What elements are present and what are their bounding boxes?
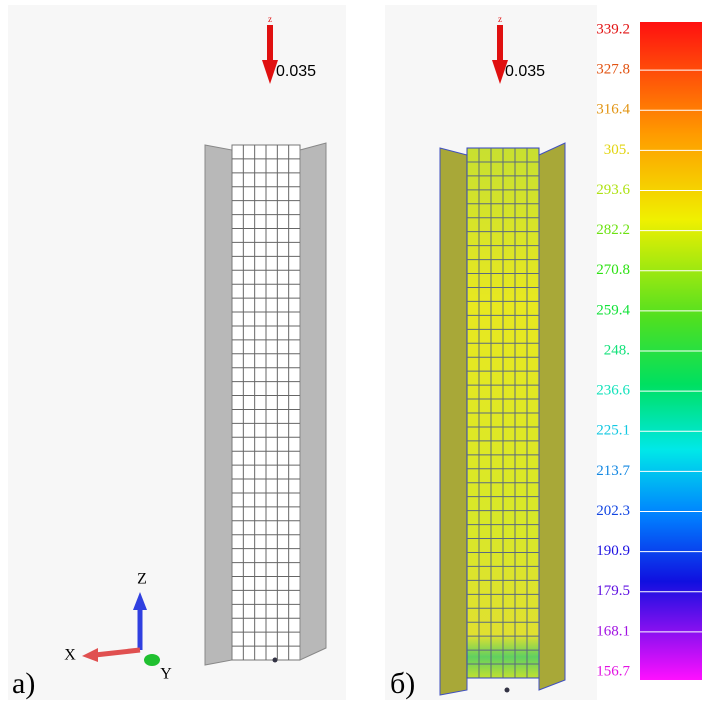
panel-label: а) bbox=[12, 667, 35, 700]
load-axis: z bbox=[268, 14, 272, 24]
legend-label: 202.3 bbox=[596, 503, 630, 519]
load-label: 0.035 bbox=[276, 63, 316, 80]
legend-label: 236.6 bbox=[596, 383, 630, 399]
panel-label: б) bbox=[390, 667, 415, 700]
load-arrow-head bbox=[262, 60, 278, 84]
legend-label: 213.7 bbox=[596, 463, 630, 479]
legend-label: 156.7 bbox=[596, 663, 630, 679]
x-axis bbox=[94, 647, 141, 658]
support-point bbox=[504, 687, 510, 693]
x-arrow bbox=[82, 648, 98, 662]
y-axis bbox=[144, 654, 160, 666]
legend-label: 305. bbox=[604, 142, 630, 158]
load-arrow bbox=[497, 25, 503, 65]
legend-label: 259.4 bbox=[596, 302, 630, 318]
z-arrow bbox=[133, 592, 147, 610]
legend-label: 327.8 bbox=[596, 62, 630, 78]
load-label: 0.035 bbox=[505, 63, 545, 80]
legend-label: 339.2 bbox=[596, 21, 630, 37]
load-arrow-head bbox=[492, 60, 508, 84]
legend-label: 316.4 bbox=[596, 102, 630, 118]
left-flange bbox=[204, 144, 233, 666]
load-axis: z bbox=[498, 14, 502, 24]
legend-label: 179.5 bbox=[596, 583, 630, 599]
legend-label: 248. bbox=[604, 342, 630, 358]
axis-y: Y bbox=[160, 666, 172, 683]
legend-label: 270.8 bbox=[596, 262, 630, 278]
legend-label: 168.1 bbox=[596, 623, 630, 639]
right-flange bbox=[299, 142, 327, 661]
left-flange bbox=[439, 147, 468, 696]
legend-label: 282.2 bbox=[596, 222, 630, 238]
legend-label: 225.1 bbox=[596, 423, 630, 439]
axis-x: X bbox=[64, 647, 76, 664]
support-point bbox=[272, 657, 278, 663]
axis-z: Z bbox=[137, 571, 147, 588]
load-arrow bbox=[267, 25, 273, 65]
legend-label: 293.6 bbox=[596, 182, 630, 198]
legend-label: 190.9 bbox=[596, 543, 630, 559]
right-flange bbox=[538, 142, 566, 691]
